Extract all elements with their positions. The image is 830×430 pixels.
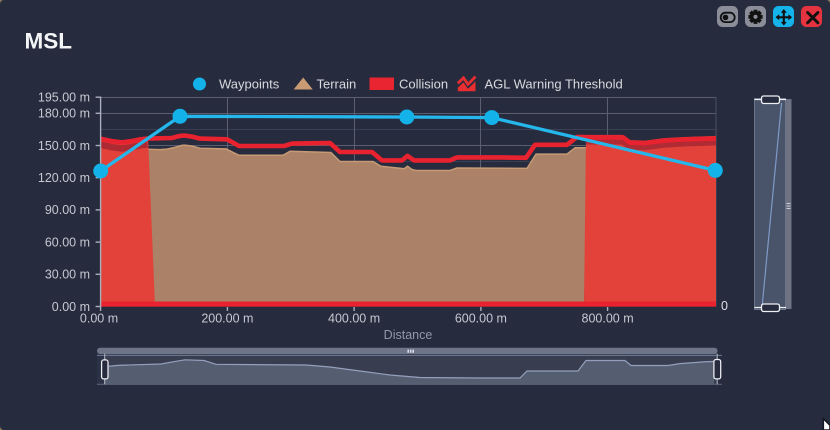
- svg-text:195.00 m: 195.00 m: [38, 91, 90, 105]
- svg-text:200.00 m: 200.00 m: [201, 312, 253, 326]
- svg-text:800.00 m: 800.00 m: [582, 312, 634, 326]
- svg-text:0.00 m: 0.00 m: [80, 312, 118, 326]
- svg-text:MSL: MSL: [25, 28, 73, 53]
- svg-text:600.00 m: 600.00 m: [455, 312, 507, 326]
- svg-text:0: 0: [721, 299, 728, 313]
- svg-text:0.00 m: 0.00 m: [52, 300, 90, 314]
- svg-text:400.00 m: 400.00 m: [328, 312, 380, 326]
- svg-text:Distance: Distance: [384, 328, 433, 342]
- svg-text:Waypoints: Waypoints: [219, 77, 280, 92]
- svg-text:30.00 m: 30.00 m: [45, 268, 90, 282]
- svg-text:AGL Warning Threshold: AGL Warning Threshold: [485, 77, 623, 92]
- svg-text:Terrain: Terrain: [317, 77, 357, 92]
- svg-text:Collision: Collision: [399, 77, 448, 92]
- svg-text:180.00 m: 180.00 m: [38, 107, 90, 121]
- svg-text:150.00 m: 150.00 m: [38, 139, 90, 153]
- svg-text:60.00 m: 60.00 m: [45, 235, 90, 249]
- svg-text:120.00 m: 120.00 m: [38, 171, 90, 185]
- svg-text:90.00 m: 90.00 m: [45, 203, 90, 217]
